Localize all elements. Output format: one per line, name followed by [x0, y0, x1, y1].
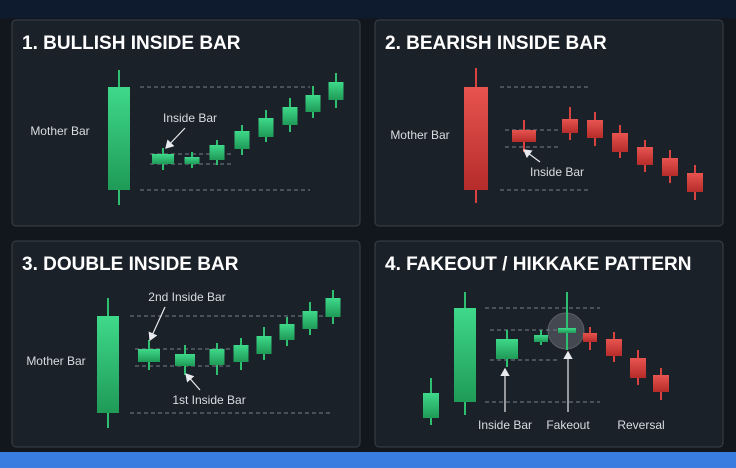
annotation: Fakeout [546, 418, 590, 432]
candle-body [152, 154, 174, 164]
candle-body [637, 147, 653, 165]
candle-body [234, 131, 250, 149]
panel [11, 19, 361, 227]
panel [374, 19, 724, 227]
candle-body [583, 333, 597, 342]
candle-body [606, 339, 622, 356]
panel-title: 3. DOUBLE INSIDE BAR [22, 254, 239, 275]
top-strip [0, 0, 736, 18]
candle-body [258, 118, 274, 137]
candle-body [302, 311, 318, 329]
candle-body [279, 324, 295, 340]
annotation: Inside Bar [478, 418, 532, 432]
candle-body [587, 120, 603, 138]
candle-body [562, 119, 578, 133]
arrow [148, 306, 166, 342]
candle-body [454, 308, 476, 402]
candle-body [558, 328, 576, 333]
annotation: 2nd Inside Bar [148, 290, 225, 304]
panel-title: 4. FAKEOUT / HIKKAKE PATTERN [385, 254, 691, 275]
annotation: Mother Bar [26, 354, 85, 368]
candle-body [97, 316, 119, 413]
candle-body [209, 349, 225, 365]
panels: 1. BULLISH INSIDE BAR 2. BEARISH INSIDE B… [11, 19, 724, 448]
candle-body [512, 130, 536, 142]
candle-body [282, 107, 298, 125]
annotation: Mother Bar [390, 128, 449, 142]
annotation: Mother Bar [30, 124, 89, 138]
candle-body [662, 158, 678, 176]
candle-body [305, 95, 321, 112]
panel-title: 2. BEARISH INSIDE BAR [385, 33, 607, 54]
candle-body [496, 339, 518, 359]
candle-body [687, 173, 703, 192]
candle-body [534, 335, 548, 342]
candle-body [653, 375, 669, 392]
candle-body [256, 336, 272, 354]
candle-body [423, 393, 439, 418]
candle-body [138, 349, 160, 362]
candle-body [464, 87, 488, 190]
arrow [185, 373, 201, 391]
annotation: 1st Inside Bar [172, 393, 245, 407]
panel-title: 1. BULLISH INSIDE BAR [22, 33, 241, 54]
candle-body [184, 157, 200, 164]
annotation: Inside Bar [163, 111, 217, 125]
arrow [165, 127, 186, 149]
arrow [523, 149, 541, 163]
bottom-strip [0, 452, 736, 468]
annotation: Reversal [617, 418, 664, 432]
candle-body [630, 358, 646, 378]
candle-body [209, 145, 225, 160]
candle-body [328, 82, 344, 100]
candle-body [108, 87, 130, 190]
candle-body [233, 345, 249, 362]
candle-body [175, 354, 195, 366]
candle-body [612, 133, 628, 152]
candle-body [325, 298, 341, 317]
annotation: Inside Bar [530, 165, 584, 179]
